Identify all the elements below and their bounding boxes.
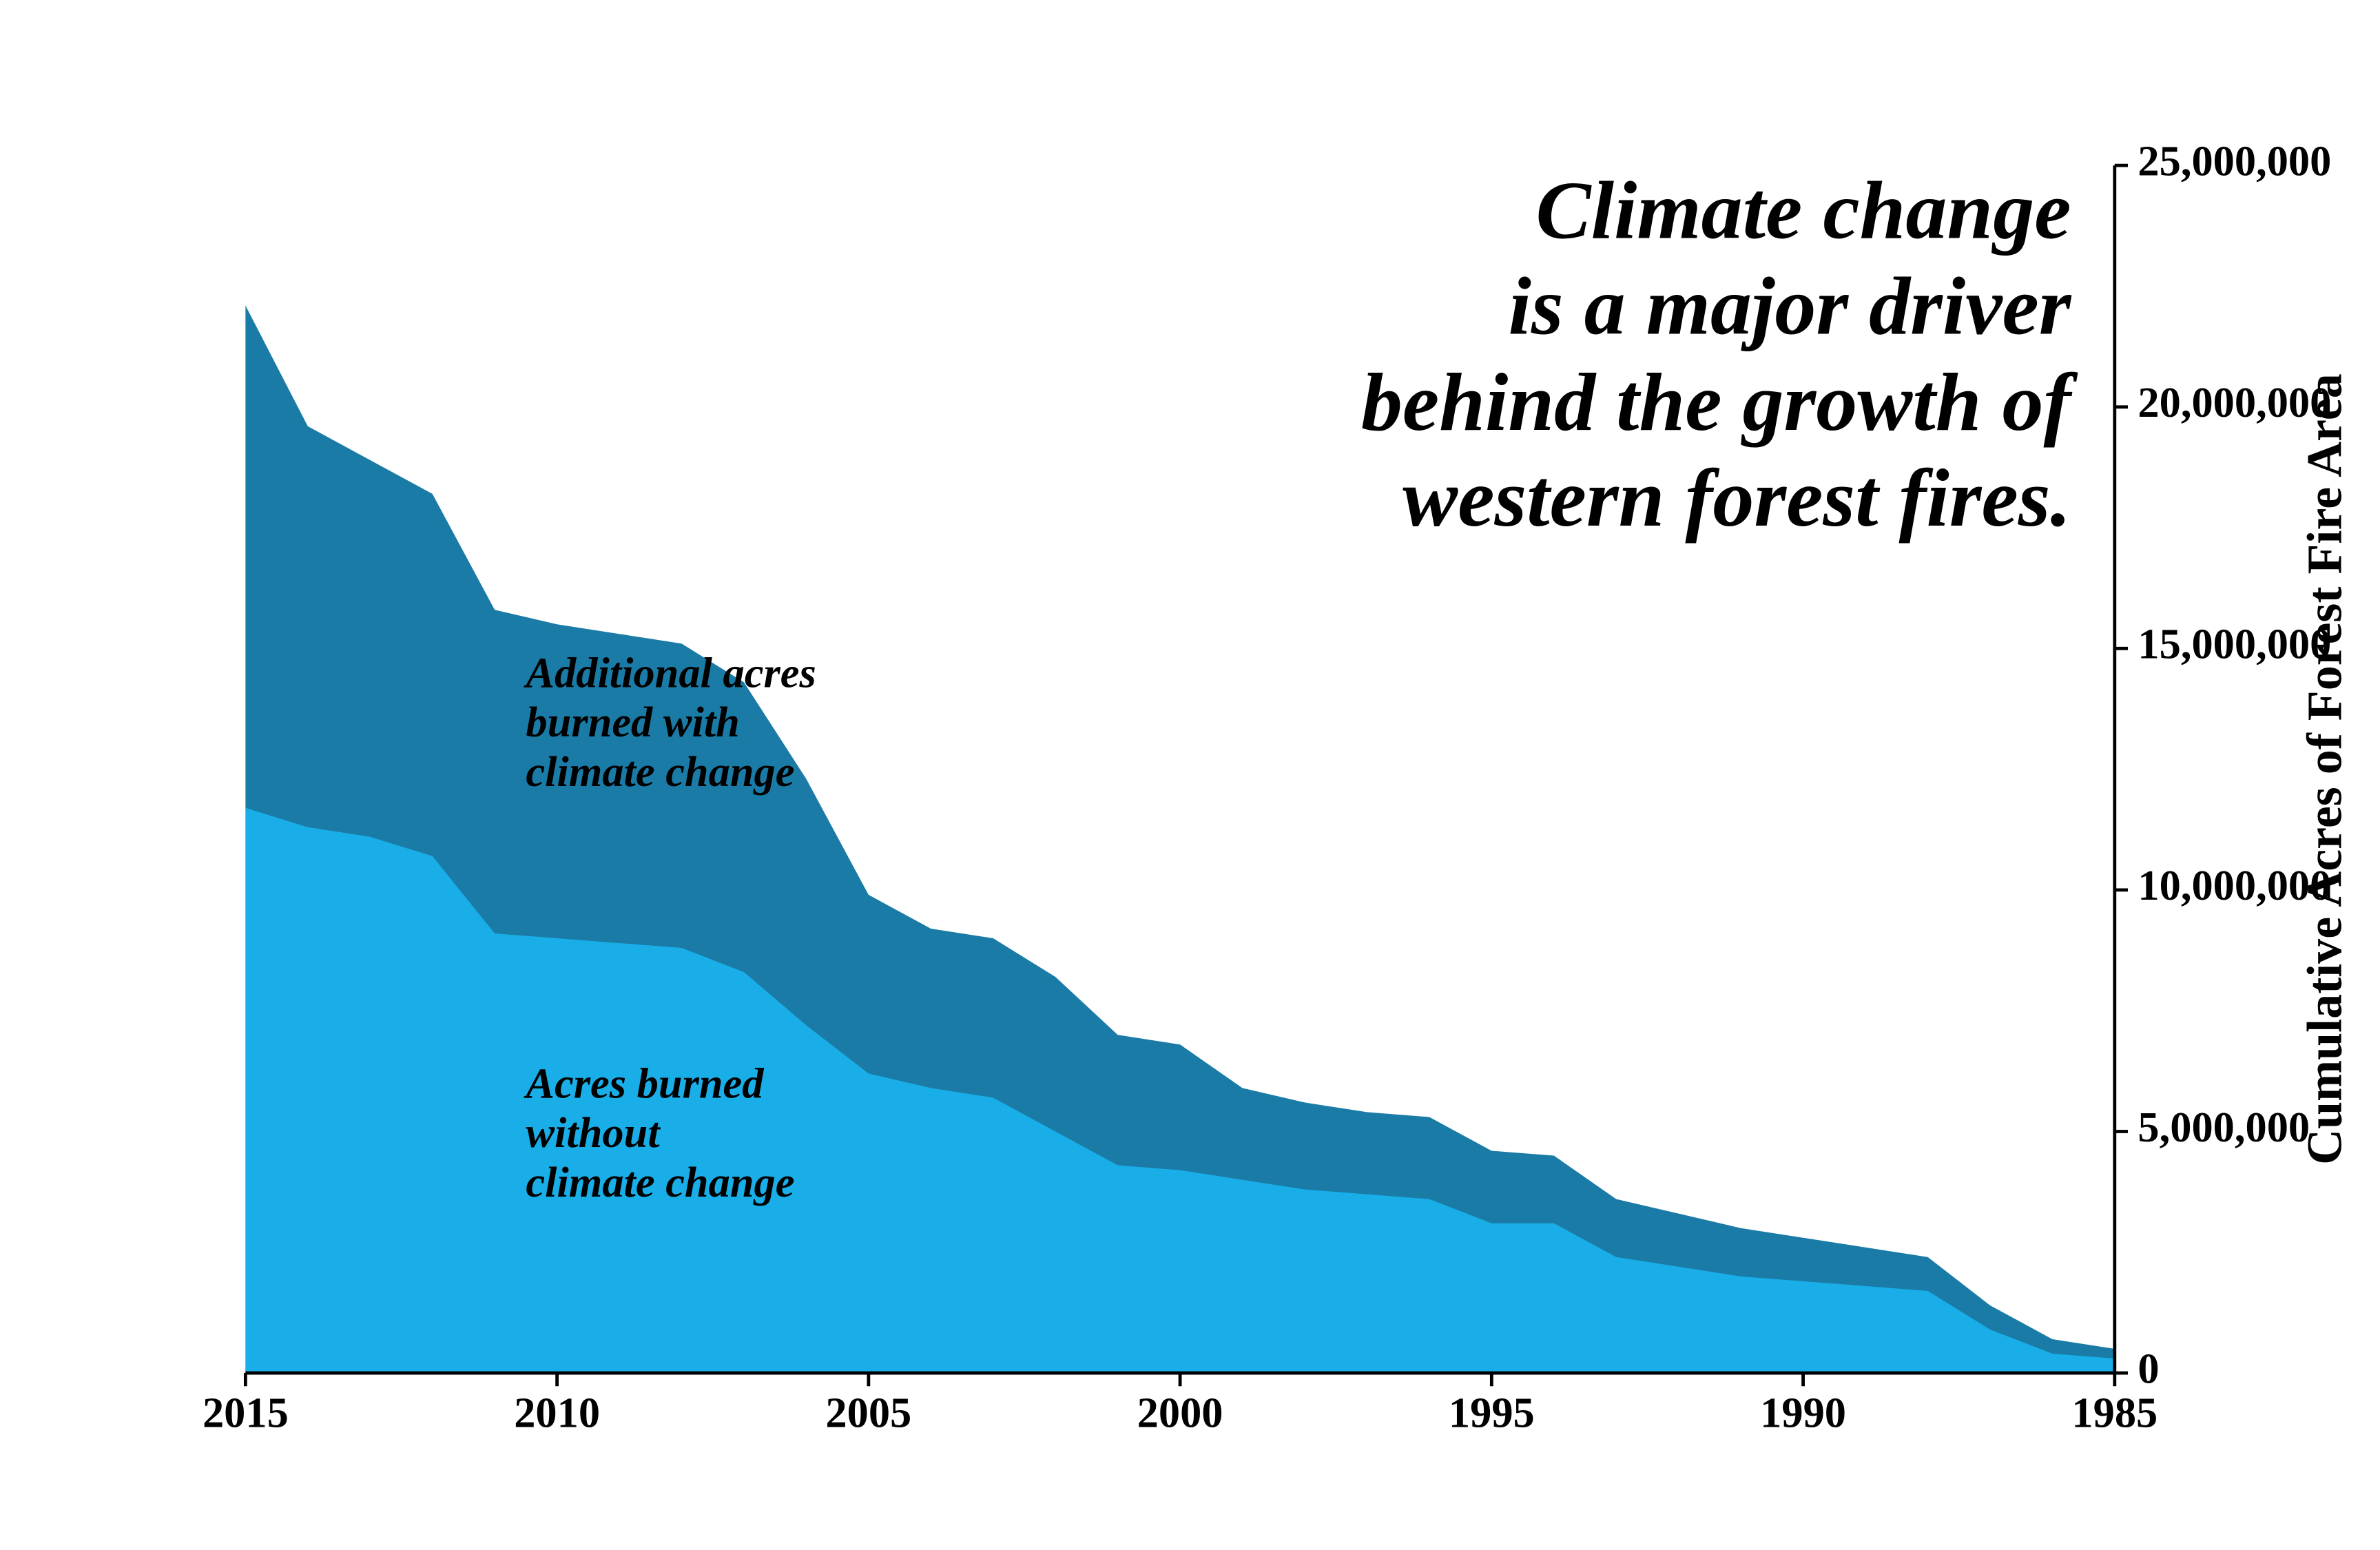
chart-container: 198519901995200020052010201505,000,00010… [0, 0, 2380, 1550]
x-tick-label: 1985 [2071, 1388, 2157, 1436]
x-tick-label: 2000 [1137, 1388, 1223, 1436]
y-tick-label: 5,000,000 [2138, 1103, 2310, 1151]
x-tick-label: 2005 [825, 1388, 911, 1436]
x-tick-label: 2010 [514, 1388, 600, 1436]
x-tick-label: 2015 [203, 1388, 289, 1436]
x-tick-label: 1990 [1760, 1388, 1846, 1436]
y-axis-title: Cumulative Acres of Forest Fire Area [2297, 373, 2352, 1165]
area-chart: 198519901995200020052010201505,000,00010… [0, 0, 2380, 1550]
x-tick-label: 1995 [1449, 1388, 1535, 1436]
y-tick-label: 25,000,000 [2138, 136, 2331, 185]
y-tick-label: 0 [2138, 1344, 2159, 1392]
